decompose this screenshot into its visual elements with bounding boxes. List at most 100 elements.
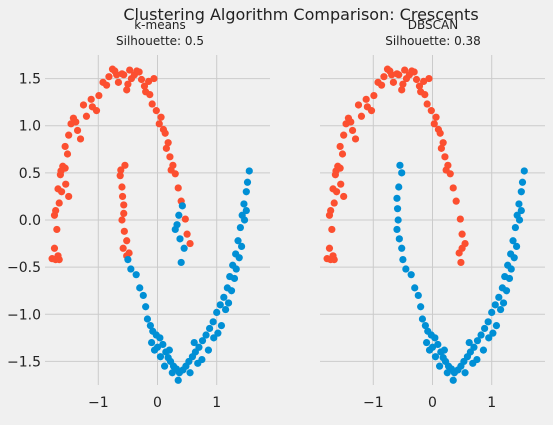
dbscan-cluster-0-point [330, 256, 338, 264]
dbscan-cluster-0-point [412, 75, 421, 84]
dbscan-cluster-1-point [449, 376, 457, 384]
kmeans-title: k-means [134, 18, 186, 32]
dbscan-cluster-1-point [399, 256, 407, 264]
kmeans-cluster-0-point [174, 184, 182, 192]
kmeans-cluster-0-point [137, 75, 146, 84]
kmeans-cluster-0-point [140, 82, 149, 90]
kmeans-cluster-1-point [146, 322, 154, 330]
kmeans-cluster-0-point [123, 237, 131, 245]
dbscan-cluster-1-point [505, 274, 514, 283]
kmeans-cluster-0-point [120, 201, 128, 209]
kmeans-cluster-0-point [123, 86, 131, 94]
kmeans-cluster-0-point [117, 166, 125, 174]
dbscan-cluster-1-point [510, 254, 518, 262]
dbscan-cluster-1-point [509, 237, 517, 245]
kmeans-cluster-1-point [240, 216, 249, 224]
kmeans-cluster-1-point [213, 308, 221, 316]
kmeans-xtick-label: 1 [212, 395, 221, 411]
dbscan-cluster-0-point [457, 258, 465, 267]
kmeans-cluster-0-point [73, 126, 82, 135]
dbscan-cluster-1-point [489, 329, 497, 337]
kmeans-cluster-1-point [206, 324, 214, 333]
kmeans-cluster-1-point [186, 369, 194, 377]
figure-title: Clustering Algorithm Comparison: Crescen… [123, 5, 478, 24]
kmeans-cluster-0-point [157, 113, 165, 121]
kmeans-cluster-0-point [145, 77, 153, 85]
dbscan-cluster-1-point [411, 284, 419, 292]
kmeans-cluster-1-point [174, 376, 182, 384]
kmeans-cluster-0-point [146, 91, 154, 99]
dbscan-cluster-0-point [449, 184, 457, 192]
dbscan-cluster-1-point [431, 353, 440, 361]
dbscan-cluster-1-point [428, 343, 437, 351]
dbscan-cluster-0-point [427, 107, 435, 115]
dbscan-cluster-0-point [347, 118, 355, 126]
kmeans-cluster-0-point [92, 107, 101, 115]
dbscan-cluster-1-point [421, 322, 429, 330]
kmeans-cluster-0-point [120, 209, 128, 217]
dbscan-cluster-1-point [492, 322, 501, 330]
kmeans-cluster-0-point [62, 180, 70, 188]
kmeans-cluster-0-point [55, 199, 63, 207]
dbscan-cluster-1-point [393, 205, 402, 213]
kmeans-cluster-0-point [118, 216, 126, 224]
kmeans-cluster-1-point [175, 211, 183, 219]
dbscan-cluster-0-point [395, 71, 403, 79]
kmeans-ytick-label: 1.0 [19, 119, 41, 135]
kmeans-cluster-1-point [176, 235, 184, 243]
dbscan-cluster-0-point [325, 244, 334, 252]
kmeans-cluster-1-point [127, 265, 135, 273]
kmeans-cluster-1-point [210, 334, 218, 342]
kmeans-cluster-0-point [72, 118, 80, 126]
kmeans-cluster-1-point [153, 343, 162, 351]
kmeans-cluster-1-point [156, 353, 165, 361]
dbscan-cluster-0-point [389, 78, 398, 86]
kmeans-cluster-0-point [148, 100, 156, 108]
kmeans-cluster-0-point [102, 81, 111, 89]
dbscan-cluster-1-point [407, 271, 415, 279]
kmeans-cluster-0-point [95, 91, 103, 100]
kmeans-cluster-1-point [217, 322, 226, 330]
kmeans-cluster-0-point [166, 153, 174, 161]
kmeans-cluster-0-point [171, 170, 179, 178]
kmeans-cluster-0-point [169, 161, 177, 169]
kmeans-cluster-1-point [242, 206, 250, 215]
kmeans-ytick-label: −0.5 [7, 260, 41, 276]
dbscan-cluster-1-point [473, 337, 482, 345]
kmeans-cluster-0-point [105, 73, 113, 81]
kmeans-cluster-1-point [227, 287, 236, 295]
dbscan-cluster-1-point [431, 334, 439, 342]
kmeans-ticks: −1 0 1 −1.5 −1.0 −0.5 0.0 0.5 1.0 1.5 [7, 72, 221, 411]
dbscan-cluster-0-point [420, 77, 428, 85]
kmeans-cluster-1-point [190, 338, 198, 347]
kmeans-ytick-label: −1.5 [7, 354, 41, 370]
kmeans-cluster-0-point [63, 150, 72, 158]
kmeans-cluster-1-point [195, 343, 203, 351]
kmeans-cluster-1-point [143, 315, 152, 323]
kmeans-cluster-0-point [50, 244, 59, 252]
kmeans-cluster-0-point [79, 101, 88, 109]
kmeans-cluster-0-point [161, 129, 169, 137]
dbscan-points [323, 65, 528, 384]
kmeans-cluster-0-point [57, 188, 66, 196]
kmeans-cluster-0-point [120, 71, 128, 79]
kmeans-ytick-label: 1.5 [19, 72, 41, 88]
dbscan-cluster-0-point [380, 73, 388, 81]
dbscan-cluster-0-point [370, 91, 378, 100]
dbscan-cluster-0-point [336, 164, 344, 172]
dbscan-cluster-1-point [512, 242, 521, 250]
kmeans-cluster-1-point [180, 244, 188, 252]
dbscan-cluster-0-point [340, 131, 348, 139]
dbscan-cluster-1-point [394, 216, 402, 224]
dbscan-cluster-0-point [456, 215, 464, 223]
kmeans-cluster-0-point [186, 239, 194, 248]
kmeans-cluster-0-point [124, 80, 132, 88]
kmeans-cluster-0-point [116, 172, 124, 180]
dbscan-cluster-1-point [520, 167, 528, 175]
dbscan-cluster-0-point [328, 225, 336, 234]
kmeans-cluster-1-point [234, 237, 242, 245]
kmeans-cluster-0-point [119, 244, 127, 252]
dbscan-cluster-1-point [517, 188, 525, 196]
dbscan-cluster-1-point [395, 183, 403, 191]
dbscan-cluster-1-point [481, 324, 489, 333]
